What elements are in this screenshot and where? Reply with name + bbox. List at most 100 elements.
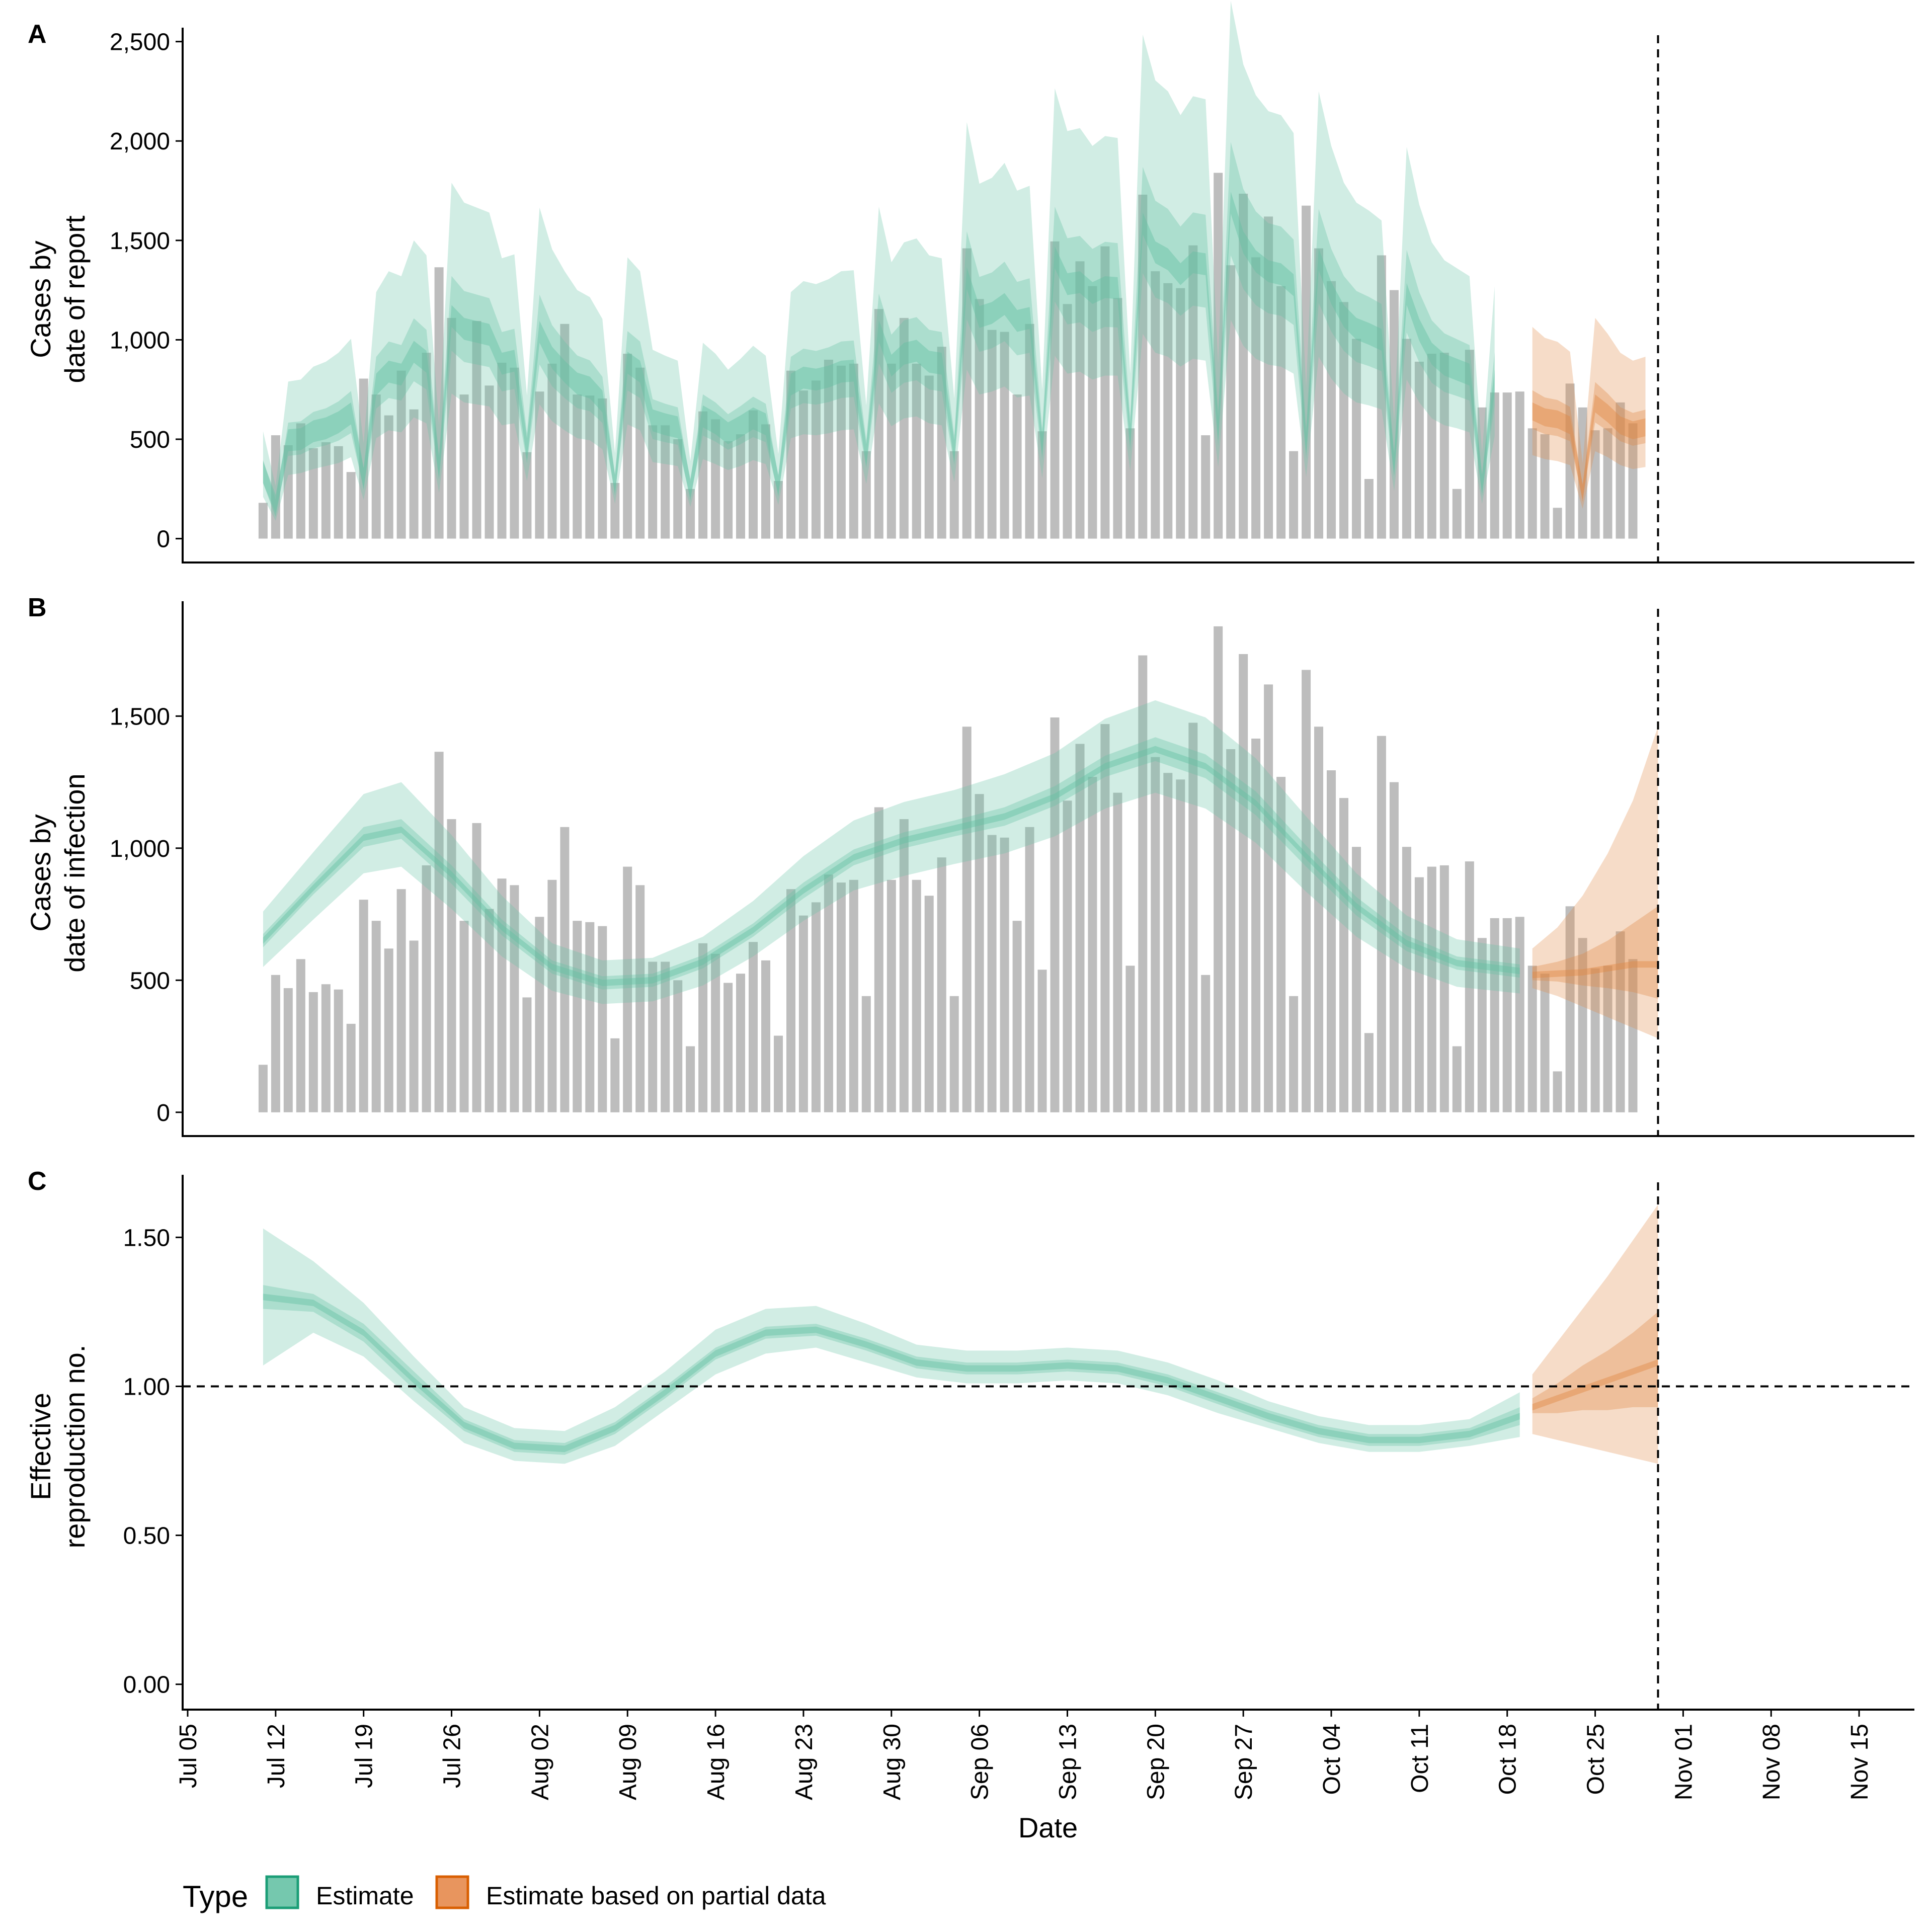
panel-a-bar <box>1151 271 1160 539</box>
panel-c-plot-area: 0.00 0.50 1.00 1.50 <box>123 1175 1914 1711</box>
panel-b-bar <box>1037 970 1047 1112</box>
x-tick-label: Sep 27 <box>1231 1724 1257 1800</box>
panel-a-bar <box>1578 407 1587 539</box>
panel-a-bar <box>359 378 368 539</box>
panel-a-bar <box>1540 434 1550 539</box>
panel-a-bar <box>1037 431 1047 539</box>
panel-b-bar <box>975 794 984 1112</box>
panel-b-bar <box>384 948 393 1112</box>
panel-b-partial-median <box>1532 961 1658 979</box>
panel-b-bar <box>1490 918 1499 1112</box>
panel-b-bar <box>1527 965 1537 1112</box>
panel-a-bar <box>1012 394 1022 539</box>
panel-b-bar <box>447 819 456 1112</box>
panel-a-bar <box>1125 428 1135 539</box>
panel-b-bar <box>321 984 331 1112</box>
panel-a-y-tick-label: 0 <box>156 526 170 553</box>
panel-b-bar <box>635 885 645 1112</box>
panel-b-bar <box>1389 782 1399 1112</box>
panel-b-bar <box>1314 727 1323 1112</box>
panel-c-ylabel-line2: reproduction no. <box>59 1345 91 1549</box>
panel-a-bar <box>1327 281 1336 539</box>
panel-a-y-tick-label: 500 <box>130 427 170 453</box>
panel-b-bar <box>1515 917 1524 1112</box>
panel-a-bar <box>774 481 783 539</box>
panel-b-bar <box>962 727 972 1112</box>
panel-b-bar <box>874 807 883 1112</box>
panel-a-bar <box>962 248 972 539</box>
panel-a-bar <box>698 411 708 539</box>
panel-a-bar <box>1063 304 1072 539</box>
panel-b-plot-area: 0 500 1,000 1,500 <box>110 601 1914 1137</box>
panel-a-bar <box>811 380 821 539</box>
panel-a-bar <box>798 390 808 539</box>
panel-a-bar <box>1176 288 1185 539</box>
x-tick-label: Aug 30 <box>879 1724 906 1800</box>
panel-b-bar <box>1276 777 1286 1112</box>
panel-b-bar <box>1025 827 1034 1112</box>
panel-b-bar <box>1138 655 1148 1112</box>
panel-a-bar <box>673 439 683 539</box>
panel-a-bar <box>1628 423 1638 539</box>
panel-b-bar <box>472 823 481 1112</box>
panel-b-bar <box>1603 965 1613 1112</box>
panel-b-bar <box>987 835 997 1112</box>
panel-a-ylabel-line2: date of report <box>59 215 91 383</box>
panel-a-bar <box>535 391 544 539</box>
x-tick-label: Sep 13 <box>1055 1724 1082 1800</box>
x-axis-title: Date <box>1018 1812 1078 1843</box>
panel-a-bar <box>1226 265 1236 539</box>
panel-c-partial <box>1532 1204 1658 1464</box>
panel-a-bar <box>409 409 419 539</box>
panel-b-bar <box>1088 777 1097 1112</box>
x-tick-label: Aug 23 <box>791 1724 818 1800</box>
x-tick-label: Jul 26 <box>439 1724 466 1788</box>
panel-b-bar <box>1377 736 1386 1112</box>
panel-b-bar <box>749 942 758 1112</box>
panel-b-partial-band-90 <box>1532 727 1658 1038</box>
panel-c-tag: C <box>28 1167 47 1196</box>
panel-c-partial-median <box>1532 1359 1658 1411</box>
panel-a-bar <box>836 365 846 539</box>
panel-a-bar <box>1414 361 1424 539</box>
panel-a-bar <box>723 441 733 539</box>
panel-b-bar <box>648 961 658 1112</box>
panel-b-bar <box>661 961 670 1112</box>
panel-b-bar <box>522 997 532 1112</box>
panel-b-bar <box>422 865 431 1112</box>
panel-b-bar <box>811 902 821 1112</box>
panel-b-bar <box>1502 918 1512 1112</box>
panel-a-bar <box>887 363 896 539</box>
panel-a-bar <box>1314 248 1323 539</box>
panel-a-partial-band-90 <box>1532 317 1646 509</box>
panel-b-bar <box>497 878 507 1112</box>
panel-a-bar <box>1302 205 1311 539</box>
panel-b-partial-band-50 <box>1532 906 1658 999</box>
panel-c-estimate-band-50 <box>263 1285 1520 1455</box>
panel-a-bar <box>522 452 532 539</box>
panel-c-partial-band-50 <box>1532 1312 1658 1413</box>
panel-a-bar <box>987 330 997 539</box>
panel-c-estimate-band-90 <box>263 1228 1520 1464</box>
panel-a-plot-area: 0 500 1,000 1,500 2,000 2,500 <box>110 1 1914 564</box>
panel-c: C Effective reproduction no. 0.00 0.50 1.0… <box>25 1167 1914 1711</box>
panel-a-bar <box>874 309 883 539</box>
panel-b-bar <box>1439 865 1449 1112</box>
panel-c-y-tick-label: 0.50 <box>123 1523 170 1550</box>
panel-a-bar <box>824 359 833 539</box>
panel-a-bar <box>1138 194 1148 539</box>
panel-c-y-tick-label: 0.00 <box>123 1672 170 1699</box>
panel-a-bar <box>1163 283 1173 539</box>
panel-b-bar <box>824 874 833 1112</box>
panel-a-bar <box>1389 290 1399 539</box>
panel-b-bar <box>334 989 343 1112</box>
panel-b-bars <box>258 626 1638 1112</box>
legend-label-partial: Estimate based on partial data <box>486 1882 826 1910</box>
panel-b-bar <box>610 1038 620 1112</box>
panel-a-bar <box>849 363 858 539</box>
panel-b-estimate <box>263 700 1520 1004</box>
panel-a-bar <box>371 394 381 539</box>
panel-a-bar <box>1565 383 1575 539</box>
panel-b-bar <box>1163 773 1173 1112</box>
panel-b-bar <box>1151 757 1160 1112</box>
